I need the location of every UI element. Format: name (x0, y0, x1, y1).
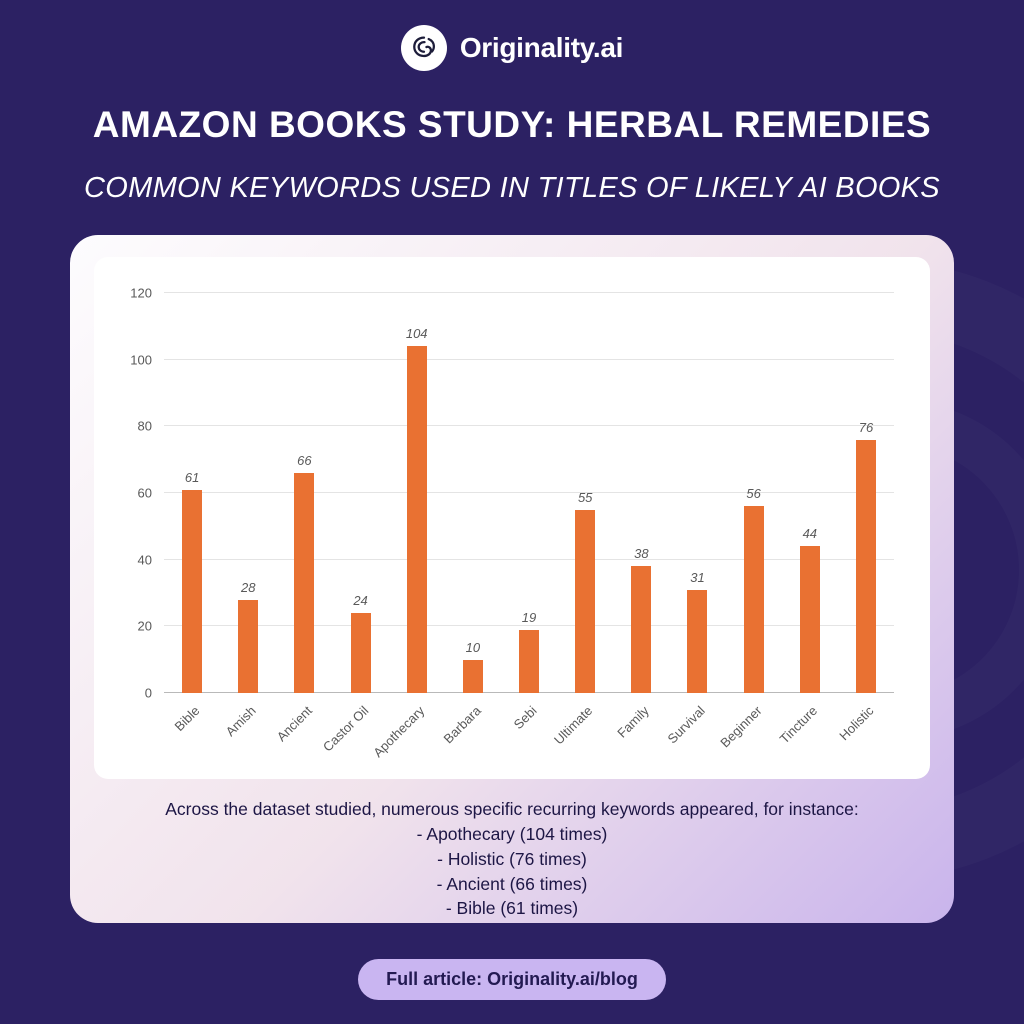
bar (182, 489, 203, 693)
bar (575, 509, 596, 693)
plot-area: 0 20 40 60 80 100 120 61 Bible 28 Amish 66 Ancient 2… (130, 286, 894, 760)
bar-group: 24 Castor Oil (320, 293, 388, 754)
gridline (164, 292, 894, 293)
bar-category-label: Apothecary (370, 703, 428, 761)
bar-category-label: Castor Oil (319, 703, 372, 755)
summary-list: - Apothecary (104 times) - Holistic (76 t… (94, 822, 930, 921)
bar (519, 629, 540, 693)
bar-value-label: 55 (577, 489, 593, 505)
bar-group: 28 Amish (220, 293, 276, 739)
bar-category-label: Amish (222, 703, 259, 740)
bar (294, 473, 315, 693)
bar (238, 599, 259, 693)
bar (855, 439, 876, 693)
bar (406, 346, 427, 693)
y-axis-tick-label: 60 (137, 485, 152, 501)
bar (799, 546, 820, 693)
bar-value-label: 10 (465, 639, 481, 655)
bar-value-label: 61 (184, 469, 200, 485)
bar-category-label: Holistic (836, 703, 877, 744)
bar-value-label: 66 (297, 453, 312, 468)
y-axis-tick-label: 120 (130, 285, 152, 301)
bar-value-label: 76 (858, 419, 874, 435)
bar-value-label: 31 (690, 569, 705, 585)
bar (462, 659, 483, 693)
bar-category-label: Bible (171, 703, 203, 735)
bar-group: 66 Ancient (274, 293, 332, 744)
bar-group: 38 Family (613, 293, 669, 740)
bar-group: 61 Bible (164, 293, 220, 734)
y-axis-tick-label: 20 (137, 618, 152, 634)
bar-category-label: Barbara (440, 703, 484, 747)
bar-value-label: 44 (802, 526, 818, 542)
bar-value-label: 104 (405, 326, 428, 342)
bar-category-label: Ultimate (551, 703, 596, 748)
chart-card: 0 20 40 60 80 100 120 61 Bible 28 Amish 66 Ancient 2… (70, 235, 954, 923)
y-axis-tick-label: 80 (137, 418, 152, 434)
page-title: AMAZON BOOKS STUDY: HERBAL REMEDIES (92, 104, 932, 145)
bar-category-label: Beginner (716, 703, 765, 751)
bar-value-label: 38 (634, 546, 649, 562)
bar-category-label: Survival (664, 703, 709, 747)
bar-value-label: 24 (353, 593, 368, 608)
bar (631, 566, 652, 693)
bar-value-label: 56 (746, 486, 761, 502)
bar-category-label: Family (614, 703, 652, 741)
bar-group: 104 Apothecary (370, 293, 445, 760)
gridline (164, 625, 894, 627)
bar-group: 44 Tincture (777, 293, 838, 746)
bar-category-label: Ancient (273, 703, 315, 745)
bar-group: 55 Ultimate (551, 293, 613, 748)
bar (687, 589, 708, 693)
bar-category-label: Tincture (776, 703, 821, 747)
brain-icon (400, 25, 447, 71)
y-axis-tick-label: 100 (130, 352, 152, 368)
summary-item: - Bible (61 times) (445, 898, 579, 919)
gridline (164, 558, 894, 560)
summary-intro: Across the dataset studied, numerous spe… (165, 799, 859, 819)
bar (743, 506, 764, 693)
originality-logo: Originality.ai (0, 24, 1024, 72)
bar-group: 76 Holistic (836, 293, 894, 744)
full-article-badge[interactable]: Full article: Originality.ai/blog (358, 959, 666, 1000)
bar-category-label: Sebi (510, 703, 540, 733)
gridline (164, 358, 894, 360)
y-axis-tick-label: 40 (137, 552, 152, 568)
gridline (164, 492, 894, 493)
summary-item: - Ancient (66 times) (436, 873, 588, 894)
bar (350, 613, 371, 693)
summary-text: Across the dataset studied, numerous spe… (94, 797, 930, 921)
logo-text: Originality.ai (459, 32, 624, 63)
summary-item: - Holistic (76 times) (437, 848, 587, 869)
bar-group: 19 Sebi (501, 293, 557, 732)
bar-group: 56 Beginner (717, 293, 782, 750)
bar-value-label: 19 (521, 609, 537, 625)
bars-container: 61 Bible 28 Amish 66 Ancient 24 Castor Oil 104 Ap… (164, 293, 894, 760)
bar-group: 31 Survival (665, 293, 725, 747)
bar-chart: 0 20 40 60 80 100 120 61 Bible 28 Amish 66 Ancient 2… (94, 257, 930, 779)
bar-value-label: 28 (241, 579, 256, 595)
page-subtitle: COMMON KEYWORDS USED IN TITLES OF LIKELY… (84, 172, 940, 204)
bar-group: 10 Barbara (440, 293, 501, 747)
y-axis-tick-label: 0 (144, 685, 152, 701)
gridline (164, 425, 894, 427)
summary-item: - Apothecary (104 times) (416, 823, 608, 844)
footer: Full article: Originality.ai/blog (0, 959, 1024, 1000)
